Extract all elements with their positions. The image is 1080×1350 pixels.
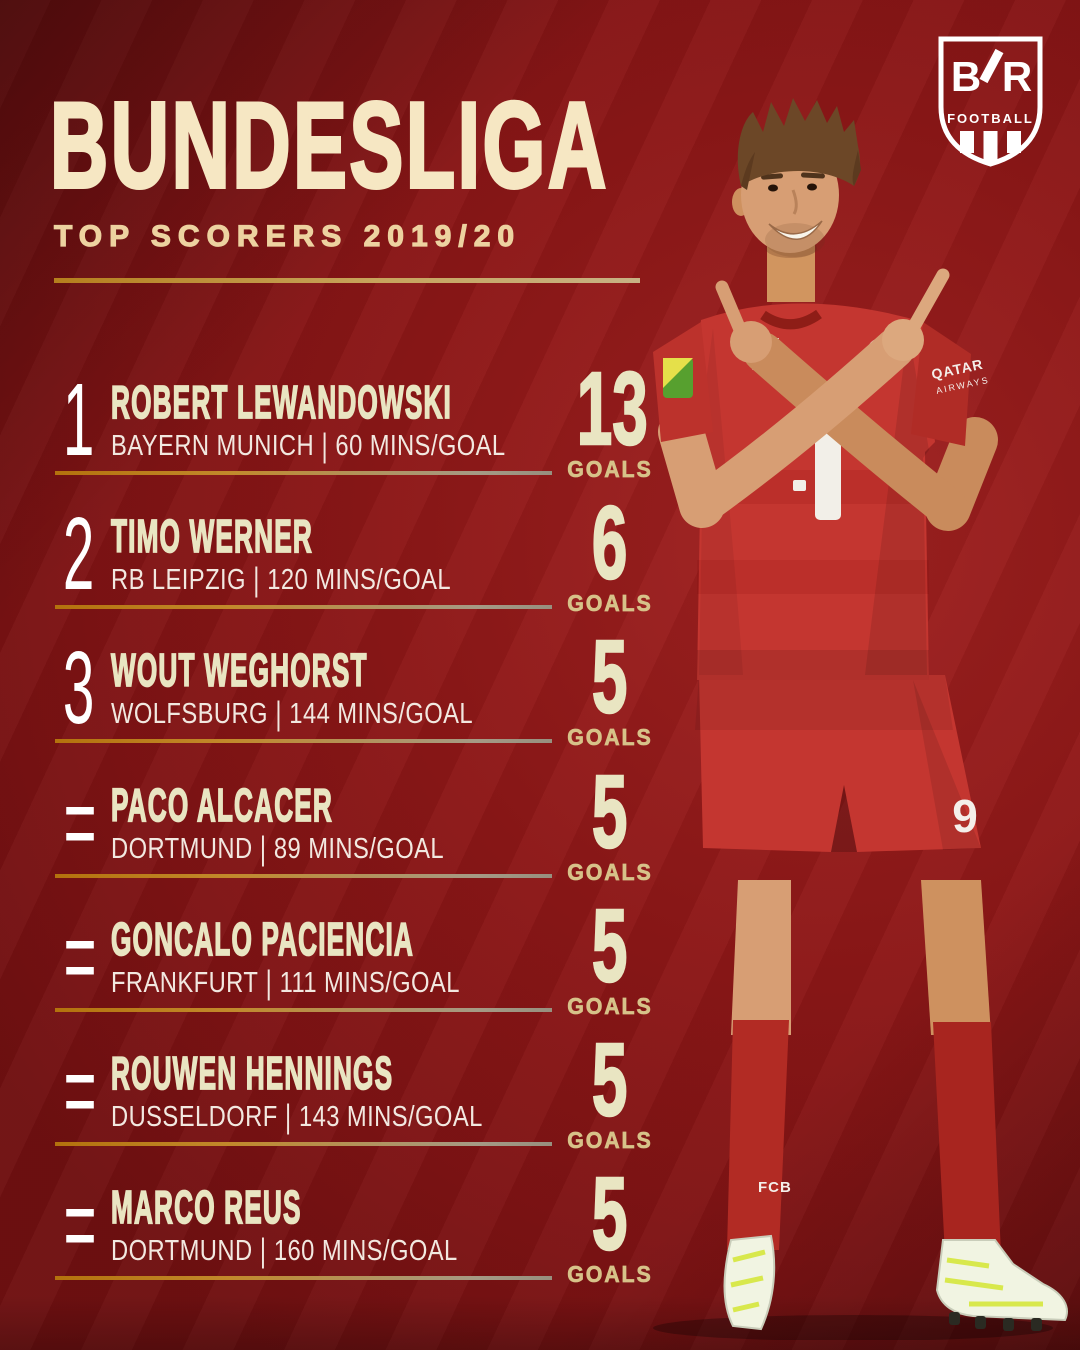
separator: | — [253, 561, 260, 599]
header-divider — [54, 278, 640, 283]
player-name: TIMO WERNER — [110, 510, 313, 562]
rank-label: 1 — [63, 362, 95, 477]
player-name: WOUT WEGHORST — [110, 644, 368, 696]
goals-value: 5 — [591, 1156, 628, 1271]
rank-label: = — [63, 1033, 97, 1148]
separator: | — [259, 1232, 267, 1270]
shorts-number: 9 — [952, 790, 978, 842]
left-sock — [727, 1020, 789, 1250]
scorer-row-2: 2 TIMO WERNER RB LEIPZIG | 120 MINS/GOAL 6… — [55, 490, 715, 640]
player-photo-lewandowski: FCB FCB 9 — [653, 98, 1068, 1340]
sock-label-left: FCB — [758, 1179, 792, 1196]
ground-shadow — [653, 1315, 1053, 1340]
logo-football-text: FOOTBALL — [947, 111, 1034, 126]
player-name: ROUWEN HENNINGS — [110, 1047, 394, 1099]
rank-label: = — [63, 765, 97, 880]
logo-slash — [979, 48, 1004, 84]
separator: | — [265, 964, 273, 1002]
separator: | — [259, 830, 267, 868]
goals-label: GOALS — [567, 456, 653, 482]
row-divider — [55, 471, 552, 475]
shorts: 9 — [695, 675, 981, 852]
rank-label: = — [63, 899, 97, 1014]
logo-stripe-left — [960, 131, 974, 153]
bundesliga-patch-icon — [663, 358, 693, 398]
left-index-finger — [905, 268, 950, 337]
goals-label: GOALS — [567, 993, 653, 1019]
goals-value: 5 — [591, 619, 628, 734]
separator: | — [275, 695, 282, 733]
right-index-finger — [715, 280, 748, 339]
player-details: BAYERN MUNICH | 60 MINS/GOAL — [111, 427, 506, 465]
scorer-row-5: = GONCALO PACIENCIA FRANKFURT | 111 MINS/G… — [55, 893, 715, 1043]
goals-value: 5 — [591, 1022, 628, 1137]
goals-label: GOALS — [567, 724, 653, 750]
goals-value: 13 — [576, 351, 649, 466]
player-details: DORTMUND | 89 MINS/GOAL — [111, 830, 445, 868]
row-divider — [55, 1276, 552, 1280]
scorer-row-3: 3 WOUT WEGHORST WOLFSBURG | 144 MINS/GOAL … — [55, 624, 715, 774]
row-divider — [55, 874, 552, 878]
separator: | — [321, 427, 329, 465]
player-details: FRANKFURT | 111 MINS/GOAL — [111, 964, 460, 1002]
player-name: PACO ALCACER — [110, 779, 333, 831]
player-name: ROBERT LEWANDOWSKI — [110, 376, 452, 428]
goals-value: 5 — [591, 754, 628, 869]
scorer-row-1: 1 ROBERT LEWANDOWSKI BAYERN MUNICH | 60 MI… — [55, 356, 715, 506]
logo-letter-b: B — [951, 53, 981, 100]
page-subtitle: TOP SCORERS 2019/20 — [53, 220, 522, 253]
collar — [760, 309, 822, 330]
goals-label: GOALS — [567, 1261, 653, 1287]
player-details: DUSSELDORF | 143 MINS/GOAL — [111, 1098, 483, 1136]
row-divider — [55, 1142, 552, 1146]
goals-value: 6 — [591, 485, 628, 600]
chest-number-fragment — [815, 432, 841, 520]
row-divider — [55, 1008, 552, 1012]
left-boot — [723, 1234, 776, 1331]
page-title: BUNDESLIGA — [49, 77, 609, 213]
rank-label: 3 — [63, 630, 95, 745]
chest-number-dash — [793, 480, 806, 491]
hair — [737, 98, 861, 190]
left-forearm — [682, 328, 915, 525]
rank-label: 2 — [63, 496, 95, 611]
player-name: GONCALO PACIENCIA — [110, 913, 414, 965]
logo-stripe-middle — [983, 131, 998, 164]
row-divider — [55, 739, 552, 743]
goals-label: GOALS — [567, 1127, 653, 1153]
separator: | — [285, 1098, 292, 1136]
right-knee — [921, 880, 991, 1035]
br-football-logo: B R FOOTBALL — [938, 36, 1043, 167]
rank-label: = — [63, 1167, 97, 1282]
right-forearm — [743, 332, 968, 528]
scorer-row-6: = ROUWEN HENNINGS DUSSELDORF | 143 MINS/GO… — [55, 1027, 715, 1177]
right-boot — [935, 1239, 1068, 1331]
right-sock — [933, 1022, 1001, 1255]
row-divider — [55, 605, 552, 609]
player-details: RB LEIPZIG | 120 MINS/GOAL — [111, 561, 452, 599]
goals-label: GOALS — [567, 859, 653, 885]
goals-label: GOALS — [567, 590, 653, 616]
left-knee — [731, 880, 791, 1035]
scorer-row-4: = PACO ALCACER DORTMUND | 89 MINS/GOAL 5 G… — [55, 759, 715, 909]
logo-stripe-right — [1007, 131, 1021, 153]
player-details: DORTMUND | 160 MINS/GOAL — [111, 1232, 458, 1270]
player-name: MARCO REUS — [110, 1181, 302, 1233]
scorer-row-7: = MARCO REUS DORTMUND | 160 MINS/GOAL 5 GO… — [55, 1161, 715, 1311]
right-sleeve — [911, 322, 971, 446]
player-details: WOLFSBURG | 144 MINS/GOAL — [111, 695, 474, 733]
goals-value: 5 — [591, 888, 628, 1003]
logo-letter-r: R — [1002, 53, 1032, 100]
